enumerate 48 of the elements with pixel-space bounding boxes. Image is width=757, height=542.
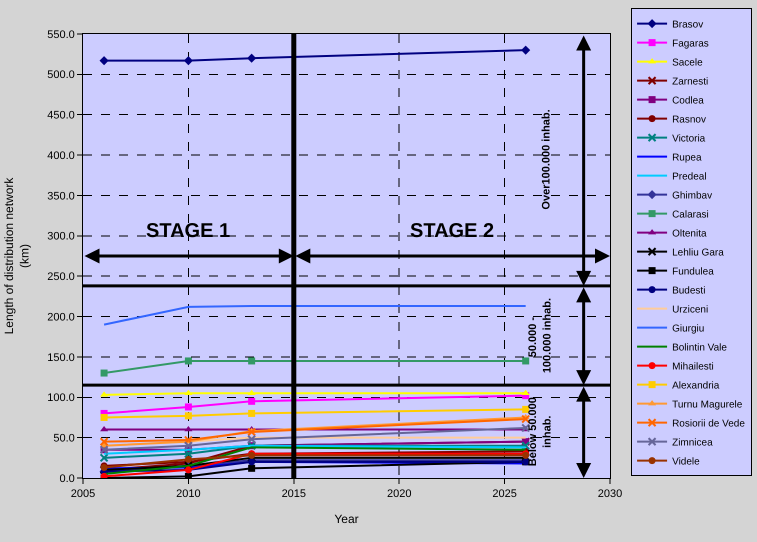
y-axis-title: Length of distribution network (km) [2, 176, 32, 334]
legend-label: Fundulea [672, 266, 714, 278]
y-tick-label: 200.0 [47, 311, 75, 324]
x-tick-label: 2030 [598, 488, 622, 500]
legend-label: Bolintin Vale [672, 342, 728, 354]
x-tick-label: 2020 [386, 488, 412, 500]
y-tick-label: 450.0 [47, 110, 75, 122]
legend-label: Rupea [672, 152, 702, 164]
legend-label: Budesti [672, 286, 706, 297]
y-tick-label: 500.0 [47, 69, 75, 82]
y-tick-label: 350.0 [47, 190, 75, 202]
legend-label: Victoria [672, 134, 706, 145]
legend-label: Zarnesti [672, 76, 708, 88]
legend-label: Predeal [672, 172, 707, 183]
y-tick-label: 0.0 [60, 472, 75, 485]
annotation: Over100.000 inhab. [540, 109, 553, 210]
legend-label: Sacele [672, 58, 704, 69]
x-tick-label: 2015 [282, 488, 306, 500]
y-tick-label: 300.0 [47, 230, 75, 243]
x-tick-label: 2010 [176, 488, 201, 500]
annotation: STAGE 1 [146, 220, 230, 242]
y-tick-label: 400.0 [47, 150, 75, 162]
y-tick-label: 150.0 [47, 352, 75, 364]
y-tick-label: 100.0 [47, 392, 75, 404]
legend-label: Videle [672, 456, 700, 468]
legend-label: Ghimbav [672, 190, 712, 202]
legend-label: Lehliu Gara [672, 248, 724, 259]
legend-label: Codlea [672, 96, 704, 107]
y-tick-label: 50.0 [53, 432, 75, 444]
annotation: Below 50.000 inhab. [527, 397, 554, 466]
x-tick-label: 2005 [70, 488, 96, 500]
legend-label: Fagaras [672, 38, 709, 50]
legend-label: Alexandria [672, 380, 720, 392]
x-axis-title: Year [334, 512, 359, 526]
legend-label: Calarasi [672, 210, 709, 221]
annotation: 50.000 - 100.000 inhab. [527, 298, 554, 374]
legend-label: Mihailesti [672, 362, 714, 373]
legend-label: Oltenita [672, 228, 707, 240]
y-tick-label: 250.0 [47, 271, 75, 284]
legend-label: Turnu Magurele [672, 400, 743, 411]
legend-label: Giurgiu [672, 324, 704, 335]
x-tick-label: 2025 [492, 488, 517, 500]
y-tick-label: 550.0 [47, 28, 75, 41]
legend-label: Rosiorii de Vede [672, 418, 746, 430]
legend-label: Zimnicea [672, 438, 714, 449]
legend-label: Brasov [672, 20, 704, 31]
legend-label: Rasnov [672, 114, 706, 126]
legend-label: Urziceni [672, 304, 708, 316]
